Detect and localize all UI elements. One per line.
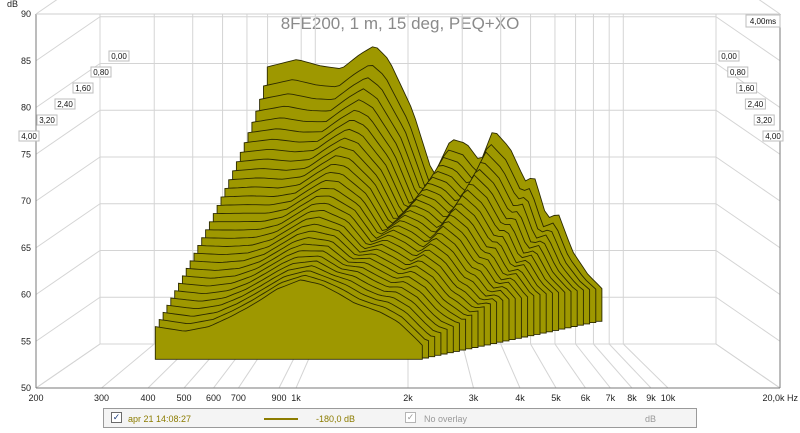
x-axis: 200 300 400 500 600 700 900 1k 2k 3k 4k 5k 6k 7k 8k 9k 1…	[28, 393, 798, 403]
grid-line	[715, 343, 781, 389]
x-tick-label: 8k	[627, 393, 637, 403]
time-max-box	[745, 14, 781, 28]
time-tick-label: 3,20	[756, 116, 772, 125]
y-tick-label: 50	[21, 383, 31, 393]
time-label-box	[108, 50, 130, 62]
grid-line	[35, 343, 101, 389]
grid-line	[35, 203, 101, 249]
time-label-box	[54, 98, 76, 110]
time-label-box	[727, 66, 749, 78]
x-tick-label: 6k	[581, 393, 591, 403]
x-tick-label: 9k	[646, 393, 656, 403]
time-axis: 0,00 0,000,80 0,801,60 1,602,40 2,403,20 3,20…	[18, 50, 784, 142]
y-tick-label: 75	[21, 149, 31, 159]
x-tick-label: 7k	[606, 393, 616, 403]
time-tick-label: 0,80	[730, 68, 746, 77]
legend-unit-label: dB	[645, 414, 657, 424]
overlay-checkbox[interactable]: ✓	[405, 412, 416, 423]
grid-line	[758, 0, 781, 15]
y-tick-label: 90	[21, 9, 31, 19]
grid-line	[608, 343, 652, 389]
time-tick-label: 0,80	[93, 68, 109, 77]
grid-line	[715, 296, 781, 342]
y-tick-label: 65	[21, 243, 31, 253]
waterfall-slice	[154, 279, 423, 360]
grid-line	[715, 109, 781, 155]
x-tick-label: 700	[231, 393, 246, 403]
time-tick-label: 3,20	[39, 116, 55, 125]
x-tick-label: 600	[206, 393, 221, 403]
x-tick-label: 4k	[515, 393, 525, 403]
grid-line	[715, 203, 781, 249]
time-tick-label: 4,00	[765, 132, 781, 141]
y-tick-label: 70	[21, 196, 31, 206]
y-tick-label: 60	[21, 290, 31, 300]
time-label-box	[90, 66, 112, 78]
grid-line	[530, 343, 557, 389]
time-label-box	[753, 114, 775, 126]
level-label: -180,0 dB	[316, 414, 356, 424]
time-tick-label: 0,00	[111, 52, 127, 61]
time-tick-label: 2,40	[748, 100, 764, 109]
legend-line-swatch	[264, 418, 298, 420]
time-max-marker: 4,00ms	[745, 14, 781, 28]
grid-line	[35, 63, 101, 108]
time-label-box	[744, 98, 766, 110]
x-tick-label: 200	[28, 393, 43, 403]
grid-line	[593, 343, 633, 389]
grid-line	[35, 109, 101, 155]
grid-line	[461, 343, 474, 389]
measurement-label: apr 21 14:08:27	[128, 414, 192, 424]
time-tick-label: 0,00	[721, 52, 737, 61]
grid-line	[35, 250, 101, 295]
y-axis: 90 85 80 75 70 65 60 55 50	[21, 9, 31, 393]
time-tick-label: 2,40	[57, 100, 73, 109]
grid-line	[715, 250, 781, 295]
legend-bar: ✓ apr 21 14:08:27 -180,0 dB ✓ No overlay…	[103, 408, 697, 428]
time-label-box	[36, 114, 58, 126]
time-label-box	[762, 130, 784, 142]
x-tick-label: 10k	[661, 393, 676, 403]
x-tick-label: 1k	[291, 393, 301, 403]
y-tick-label: 80	[21, 103, 31, 113]
time-label-box	[72, 82, 94, 94]
grid-line	[715, 16, 781, 62]
y-tick-label: 85	[21, 56, 31, 66]
x-tick-label: 400	[140, 393, 155, 403]
x-tick-label: 5k	[551, 393, 561, 403]
x-tick-label: 300	[94, 393, 109, 403]
grid-line	[35, 296, 101, 342]
grid-line	[622, 343, 669, 389]
overlay-label: No overlay	[424, 414, 468, 424]
time-tick-label: 1,60	[739, 84, 755, 93]
grid-line	[575, 343, 611, 389]
time-label-box	[18, 130, 40, 142]
measurement-checkbox[interactable]: ✓	[111, 412, 122, 423]
grid-line	[35, 16, 101, 62]
time-tick-label: 4,00	[21, 132, 37, 141]
x-tick-label: 500	[177, 393, 192, 403]
y-tick-label: 55	[21, 336, 31, 346]
x-tick-label: 20,0k Hz	[762, 393, 798, 403]
grid-line	[35, 0, 58, 15]
grid-line	[715, 156, 781, 202]
grid-line	[35, 156, 101, 202]
chart-title: 8FE200, 1 m, 15 deg, PEQ+XO	[281, 14, 520, 33]
time-label-box	[736, 82, 758, 94]
grid-line	[500, 343, 521, 389]
time-tick-label: 1,60	[75, 84, 91, 93]
x-tick-label: 900	[271, 393, 286, 403]
y-unit-label: dB	[7, 0, 18, 9]
x-tick-label: 2k	[403, 393, 413, 403]
x-tick-label: 3k	[469, 393, 479, 403]
grid-line	[554, 343, 586, 389]
time-label-box	[718, 50, 740, 62]
time-max-label: 4,00ms	[750, 17, 776, 26]
grid-line	[101, 343, 155, 389]
waterfall-slices	[154, 46, 603, 360]
